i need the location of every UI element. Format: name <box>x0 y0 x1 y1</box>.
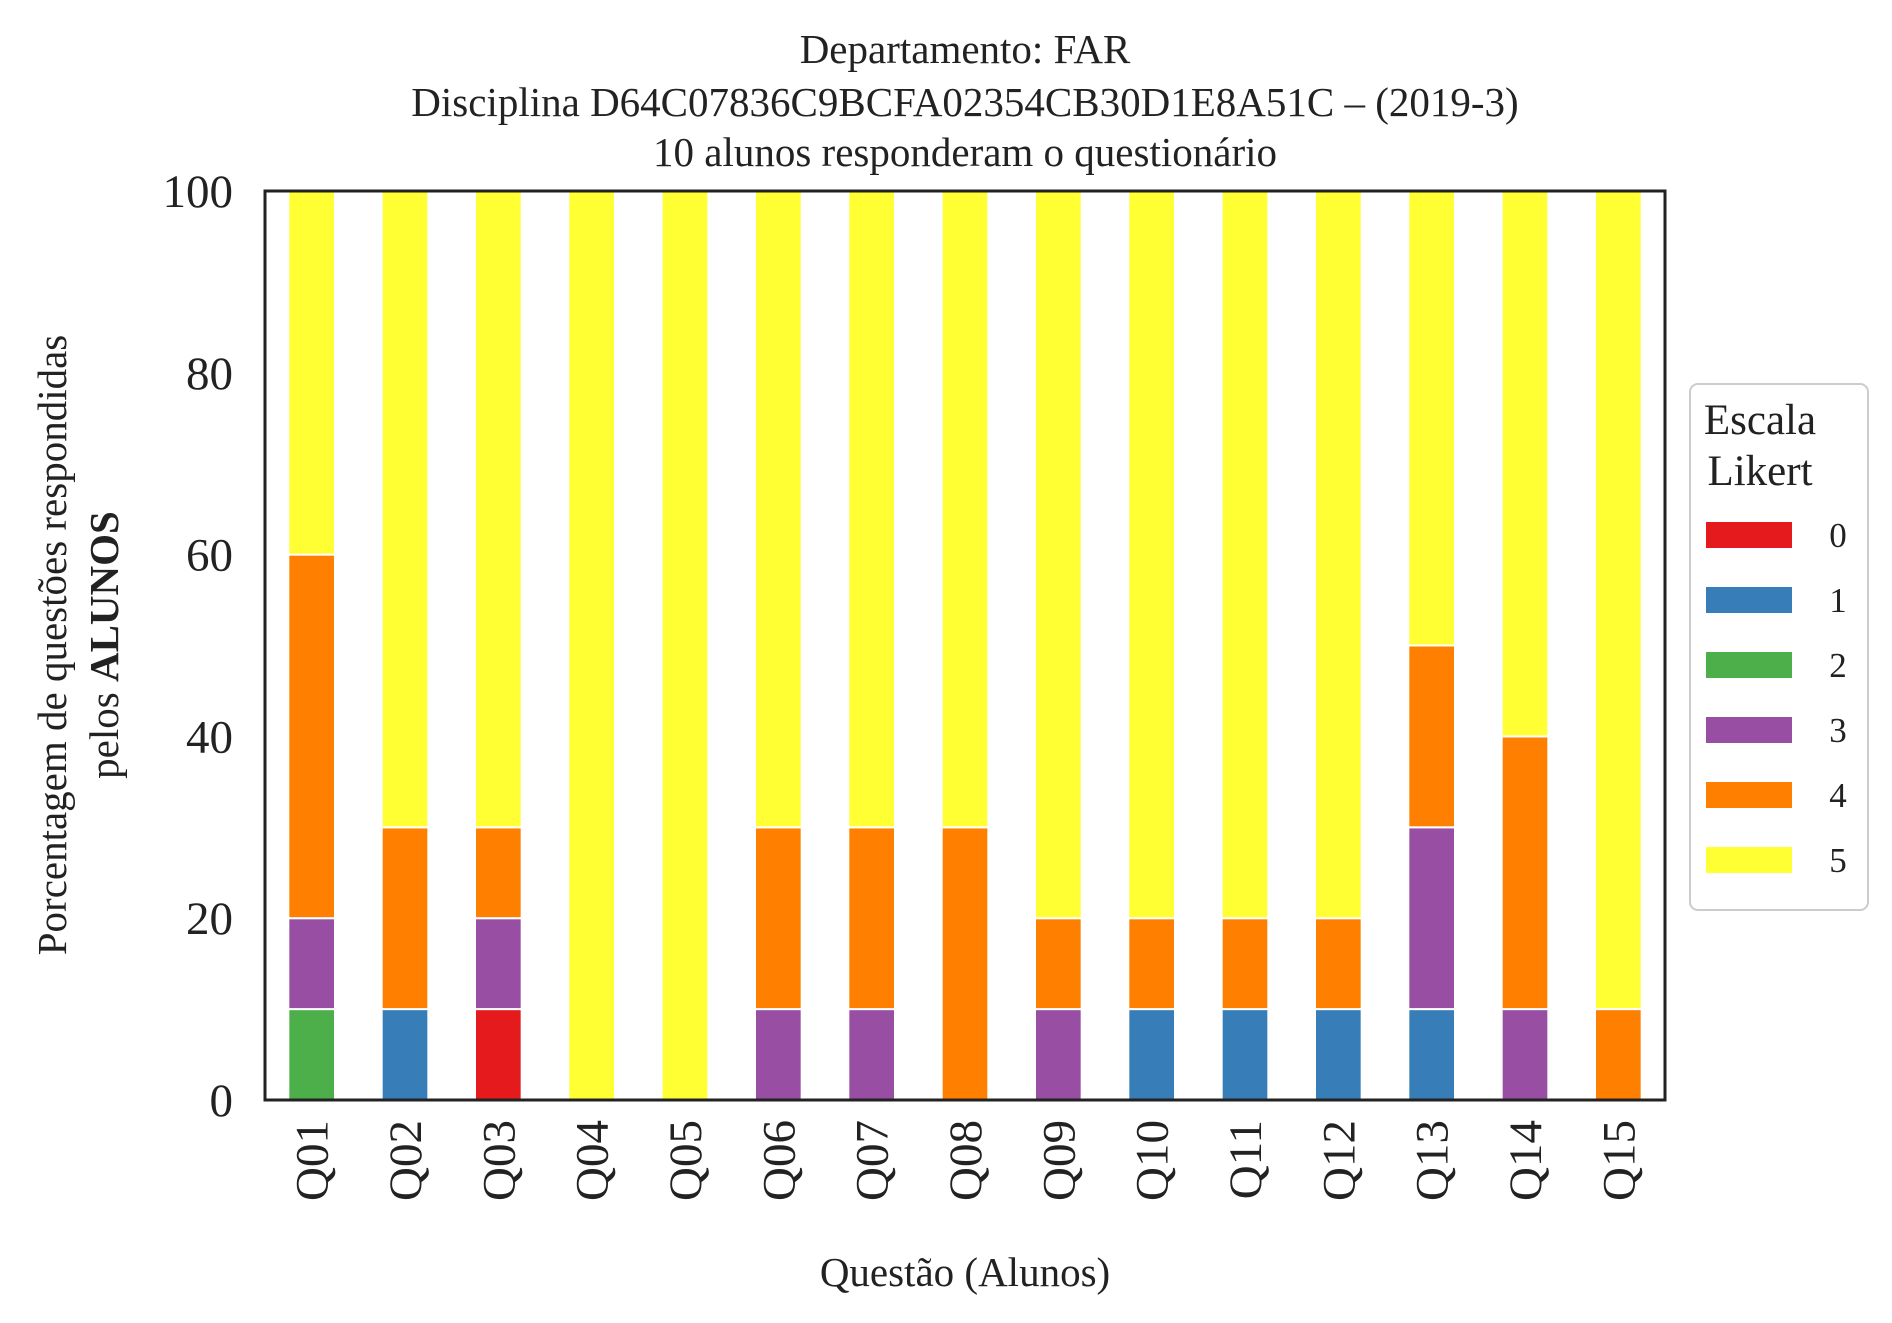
x-tick-label-Q04: Q04 <box>567 1120 619 1201</box>
legend-label-2: 2 <box>1829 646 1847 685</box>
bar-segment-Q15-likert-5 <box>1594 190 1643 1011</box>
bar-segment-Q02-likert-4 <box>380 826 430 1011</box>
bar-segment-Q03-likert-4 <box>474 826 523 920</box>
legend-items: 0 1 2 3 4 5 <box>1706 516 1847 880</box>
bar-segment-Q01-likert-5 <box>287 190 337 556</box>
bar-segment-Q14-likert-3 <box>1500 1008 1550 1101</box>
chart-title-line-3: 10 alunos responderam o questionário <box>653 129 1277 175</box>
plot-frame <box>263 189 1667 1102</box>
bar-segment-Q11-likert-4 <box>1220 917 1270 1011</box>
y-axis-label-line-1: Porcentagem de questões respondidas <box>29 335 75 956</box>
bar-segment-Q12-likert-1 <box>1314 1008 1363 1101</box>
bar-segment-Q02-likert-1 <box>380 1008 430 1101</box>
bar-segment-Q14-likert-4 <box>1500 735 1550 1011</box>
y-axis-label-bold: ALUNOS <box>81 511 127 682</box>
legend-label-3: 3 <box>1829 711 1847 750</box>
bar-segment-Q09-likert-5 <box>1034 190 1083 920</box>
bar-segment-Q07-likert-4 <box>847 826 896 1011</box>
y-tick-label-60: 60 <box>186 530 233 582</box>
bar-segment-Q08-likert-5 <box>940 190 990 829</box>
legend-swatch-4 <box>1706 782 1792 808</box>
chart-title-line-2: Disciplina D64C07836C9BCFA02354CB30D1E8A… <box>411 79 1518 125</box>
legend-swatch-3 <box>1706 717 1792 743</box>
x-tick-label-Q09: Q09 <box>1033 1120 1085 1201</box>
bar-segment-Q09-likert-4 <box>1034 917 1083 1011</box>
x-ticks-group: Q01 Q02 Q03 Q04 Q05 Q06 Q07 Q08 Q09 Q10 Q11 Q12 Q13 Q… <box>287 1120 1646 1201</box>
legend-box <box>1689 383 1869 911</box>
x-tick-label-Q12: Q12 <box>1313 1120 1365 1201</box>
bar-segment-Q13-likert-3 <box>1407 826 1457 1011</box>
legend-swatch-5 <box>1706 847 1792 873</box>
x-tick-label-Q06: Q06 <box>753 1120 805 1201</box>
x-tick-label-Q08: Q08 <box>940 1120 992 1201</box>
legend-title-line-1: Escala <box>1704 397 1816 444</box>
bar-segment-Q01-likert-2 <box>287 1008 337 1101</box>
bar-segment-Q01-likert-3 <box>287 917 337 1011</box>
bar-segment-Q01-likert-4 <box>287 553 337 920</box>
x-tick-label-Q05: Q05 <box>660 1120 712 1201</box>
bar-segment-Q07-likert-5 <box>847 190 896 829</box>
bar-segment-Q13-likert-5 <box>1407 190 1457 647</box>
y-ticks-group: 0 20 40 60 80 100 <box>163 166 234 1127</box>
bar-segment-Q11-likert-1 <box>1220 1008 1270 1101</box>
bar-segment-Q14-likert-5 <box>1500 190 1550 738</box>
x-axis-label: Questão (Alunos) <box>820 1249 1110 1295</box>
legend-title-line-2: Likert <box>1707 448 1812 495</box>
x-tick-label-Q10: Q10 <box>1127 1120 1179 1201</box>
x-tick-label-Q01: Q01 <box>287 1120 339 1201</box>
bar-segment-Q06-likert-3 <box>754 1008 803 1101</box>
y-tick-label-0: 0 <box>210 1075 234 1127</box>
chart-title-line-1: Departamento: FAR <box>800 26 1131 72</box>
x-tick-label-Q14: Q14 <box>1500 1120 1552 1201</box>
bar-segment-Q07-likert-3 <box>847 1008 896 1101</box>
bar-segment-Q06-likert-5 <box>754 190 803 829</box>
bar-segment-Q06-likert-4 <box>754 826 803 1011</box>
legend-label-4: 4 <box>1829 776 1847 815</box>
y-tick-label-80: 80 <box>186 348 233 400</box>
x-tick-label-Q07: Q07 <box>847 1120 899 1201</box>
x-tick-label-Q15: Q15 <box>1593 1120 1645 1201</box>
bar-segment-Q10-likert-5 <box>1127 190 1177 920</box>
legend-label-5: 5 <box>1829 841 1847 880</box>
legend: Escala Likert 0 1 2 3 4 5 <box>1689 383 1869 911</box>
y-tick-label-100: 100 <box>163 166 234 218</box>
legend-swatch-1 <box>1706 587 1792 613</box>
bar-segment-Q09-likert-3 <box>1034 1008 1083 1101</box>
legend-swatch-0 <box>1706 522 1792 548</box>
bar-segment-Q13-likert-4 <box>1407 644 1457 829</box>
bar-segment-Q11-likert-5 <box>1220 190 1270 920</box>
x-tick-label-Q02: Q02 <box>380 1120 432 1201</box>
legend-label-1: 1 <box>1829 581 1847 620</box>
bar-segment-Q04-likert-5 <box>567 190 616 1101</box>
bar-segment-Q03-likert-0 <box>474 1008 523 1101</box>
bar-segment-Q05-likert-5 <box>660 190 710 1101</box>
bar-segment-Q13-likert-1 <box>1407 1008 1457 1101</box>
bar-segment-Q03-likert-3 <box>474 917 523 1011</box>
bar-segment-Q08-likert-4 <box>940 826 990 1101</box>
y-axis-label-line-2: pelos ALUNOS <box>81 511 127 779</box>
bar-segment-Q12-likert-5 <box>1314 190 1363 920</box>
x-tick-label-Q11: Q11 <box>1220 1120 1272 1199</box>
y-tick-label-40: 40 <box>186 711 233 763</box>
y-tick-label-20: 20 <box>186 893 233 945</box>
bar-segment-Q02-likert-5 <box>380 190 430 829</box>
bar-segment-Q10-likert-4 <box>1127 917 1177 1011</box>
bar-segment-Q10-likert-1 <box>1127 1008 1177 1101</box>
bars-group <box>287 190 1643 1101</box>
bar-segment-Q15-likert-4 <box>1594 1008 1643 1101</box>
legend-label-0: 0 <box>1829 516 1847 555</box>
legend-swatch-2 <box>1706 652 1792 678</box>
x-tick-label-Q03: Q03 <box>473 1120 525 1201</box>
y-axis-label-prefix: pelos <box>81 682 127 779</box>
bar-segment-Q12-likert-4 <box>1314 917 1363 1011</box>
x-tick-label-Q13: Q13 <box>1407 1120 1459 1201</box>
bar-segment-Q03-likert-5 <box>474 190 523 829</box>
